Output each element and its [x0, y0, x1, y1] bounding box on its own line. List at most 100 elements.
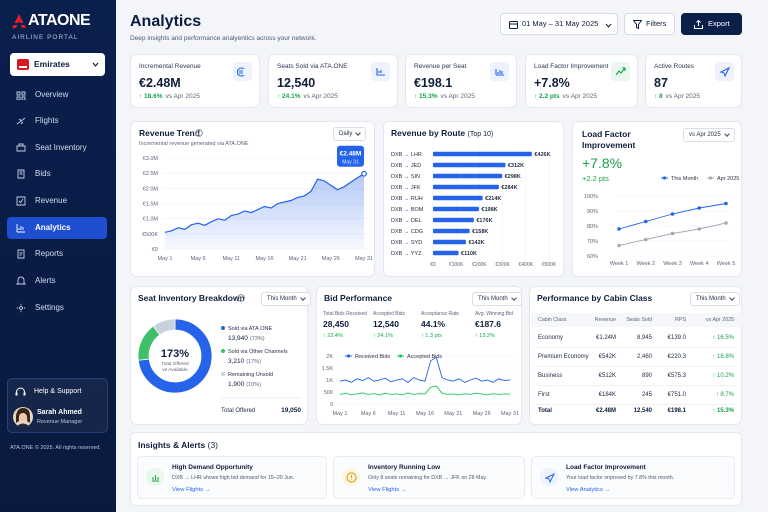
- icon-shape: [17, 249, 25, 259]
- x-tick-label: May 11: [223, 256, 241, 262]
- icon: [151, 474, 159, 481]
- path: [92, 62, 99, 67]
- nav-label: Analytics: [35, 223, 71, 232]
- route-label: DXB → LHR: [391, 152, 422, 158]
- legend-label: Sold via ATA.ONE: [228, 326, 272, 332]
- kpi-icon: [715, 62, 734, 81]
- value-label: €312K: [508, 163, 524, 169]
- circle: [237, 294, 245, 302]
- headline: +7.8%: [582, 155, 623, 171]
- table-cell: ↑ 8.7%: [715, 392, 734, 398]
- nav-label: Alerts: [35, 276, 56, 285]
- total-cell: Total: [538, 408, 552, 414]
- point: [724, 221, 728, 225]
- compare-select[interactable]: vs Apr 2025: [683, 128, 735, 142]
- center-value: 173%: [161, 348, 189, 360]
- icon-shape: [16, 143, 26, 152]
- y-tick-label: €500K: [142, 232, 158, 238]
- rect: [17, 59, 29, 70]
- nav-item[interactable]: Reports: [7, 243, 107, 265]
- x-tick-label: May 1: [158, 256, 173, 262]
- table-cell: €542K: [598, 354, 616, 360]
- kpi-change-row: ↑ 8 vs Apr 2025: [654, 93, 700, 100]
- rect: [13, 23, 25, 25]
- x-tick-label: May 1: [333, 411, 348, 417]
- airline-select[interactable]: Emirates: [10, 53, 105, 76]
- y-tick-label: 90%: [587, 209, 598, 215]
- path: [694, 20, 703, 29]
- point: [670, 231, 675, 236]
- nav-item[interactable]: Bids: [7, 163, 107, 185]
- x-tick-label: €500K: [542, 262, 557, 268]
- icon: [544, 472, 555, 483]
- insight-link[interactable]: View Flights →: [368, 487, 407, 493]
- table-cell: €184K: [598, 392, 616, 398]
- plot: Sold via ATA.ONE 13,940 (73%) Sold via Othe…: [137, 318, 301, 414]
- icon-shape: [494, 68, 504, 76]
- column-header: RPS: [675, 317, 686, 323]
- stat-label: Avg. Winning Bid: [475, 311, 513, 317]
- table-header-bg: [531, 313, 742, 327]
- period-select[interactable]: This Month: [261, 292, 311, 306]
- legend-label: This Month: [671, 176, 698, 182]
- value-label: €284K: [501, 185, 517, 191]
- nav-label: Seat Inventory: [35, 143, 87, 152]
- kpi-compare: vs Apr 2025: [665, 93, 700, 100]
- x-tick-label: €300K: [495, 262, 510, 268]
- x-tick-label: May 11: [388, 411, 406, 417]
- period-label: Daily: [339, 131, 353, 137]
- period-select[interactable]: This Month: [690, 292, 740, 306]
- y-tick-label: 60%: [587, 254, 598, 260]
- nav-item[interactable]: Seat Inventory: [7, 137, 107, 159]
- x-tick-label: €0: [430, 262, 436, 268]
- date-range-button[interactable]: 01 May – 31 May 2025: [500, 13, 618, 35]
- legend-label: Sold via Other Channels: [228, 349, 288, 355]
- help-box[interactable]: Help & Support Sarah Ahmed Revenue Manag…: [7, 378, 108, 433]
- icon-shape: [16, 224, 25, 233]
- insight-link[interactable]: View Flights →: [172, 487, 211, 493]
- calendar-icon: [509, 21, 518, 29]
- insight-link[interactable]: View Analytics →: [566, 487, 611, 493]
- card-title: Revenue by Route (Top 10): [391, 128, 493, 138]
- nav-item[interactable]: Overview: [7, 84, 107, 106]
- nav-item[interactable]: Flights: [7, 110, 107, 132]
- export-button[interactable]: Export: [681, 13, 742, 35]
- highlight-point: [361, 170, 367, 177]
- kpi-label: Incremental Revenue: [139, 63, 201, 70]
- rect: [509, 21, 518, 29]
- kpi-compare: vs Apr 2025: [440, 93, 475, 100]
- nav-item[interactable]: Settings: [7, 297, 107, 319]
- route-label: DXB → SIN: [391, 174, 420, 180]
- total-cell: €198.1: [667, 408, 686, 414]
- y-tick-label: €1.0M: [143, 217, 159, 223]
- avatar: [13, 407, 33, 427]
- kpi-label: Seats Sold via ATA.ONE: [277, 63, 348, 70]
- nav-item[interactable]: Alerts: [7, 270, 107, 292]
- export-label: Export: [708, 19, 730, 28]
- filters-button[interactable]: Filters: [624, 13, 675, 35]
- x-tick-label: May 26: [473, 411, 491, 417]
- route-label: DXB → RUH: [391, 196, 423, 202]
- bar: [433, 239, 466, 245]
- table-cell: €139.0: [667, 335, 686, 341]
- period-label: This Month: [478, 296, 508, 302]
- x-tick-label: May 31: [355, 256, 373, 262]
- period-select[interactable]: This Month: [472, 292, 522, 306]
- y-tick-label: 0: [330, 402, 333, 408]
- y-tick-label: 70%: [587, 239, 598, 245]
- period-select[interactable]: Daily: [333, 127, 367, 141]
- nav-icon: [16, 224, 25, 233]
- table-cell: ↑ 18.8%: [712, 354, 734, 360]
- y-tick-label: €3.0M: [143, 156, 159, 162]
- nav-item[interactable]: Analytics: [7, 217, 107, 239]
- card-title: Revenue Trend: [139, 128, 200, 138]
- nav-label: Flights: [35, 116, 59, 125]
- legend-label: Accepted Bids: [407, 354, 442, 360]
- kpi-value: 12,540: [277, 76, 316, 90]
- nav-item[interactable]: Revenue: [7, 190, 107, 212]
- export-icon: [694, 20, 703, 29]
- insight-text: DXB → LHR shows high bid demand for 15–2…: [172, 475, 295, 481]
- route-label: DXB → JFK: [391, 185, 421, 191]
- kpi-change: ↑ 15.3%: [414, 93, 438, 100]
- legend-dot: [221, 349, 225, 353]
